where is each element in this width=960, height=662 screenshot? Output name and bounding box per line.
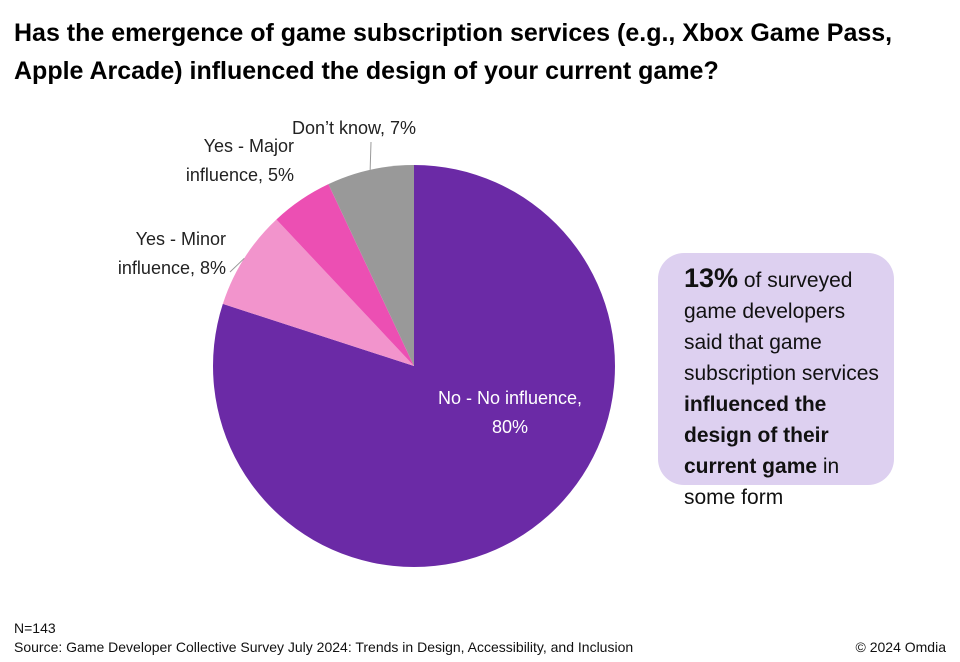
source-note: Source: Game Developer Collective Survey… [14,639,634,655]
leader-line-dont-know [369,141,372,170]
copyright: © 2024 Omdia [855,639,946,655]
pie-slice-no-no-influence [212,165,615,567]
pie-slice-yes-major-influence [276,184,414,366]
data-label-minor-line2: influence, 8% [118,258,226,278]
data-label-dont-know: Don’t know, 7% [292,118,416,138]
leader-line-minor [229,257,245,273]
callout-percent: 13% [684,263,739,293]
callout-text-b: in some form [684,455,840,509]
callout-box: 13% of surveyed game developers said tha… [658,253,894,509]
data-label-no-influence-line2: 80% [492,417,528,437]
sample-size: N=143 [14,620,56,636]
data-label-major-line2: influence, 5% [186,165,294,185]
pie-slice-yes-minor-influence [222,219,414,366]
chart-title: Has the emergence of game subscription s… [14,19,893,85]
callout-text-bold: influenced the design of their current g… [684,393,829,478]
data-label-major-line1: Yes - Major [204,136,294,156]
data-label-minor-line1: Yes - Minor [136,229,226,249]
data-label-no-influence-line1: No - No influence, [438,388,582,408]
pie-slice-don-t-know [328,165,414,366]
callout-text-a: of surveyed game developers said that ga… [684,269,879,385]
